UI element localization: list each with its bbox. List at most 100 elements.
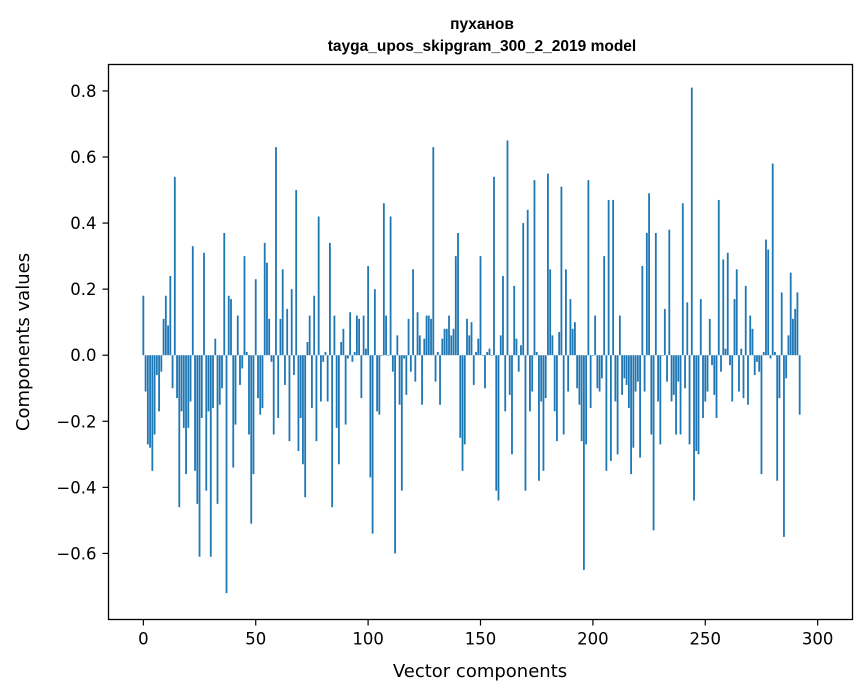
bar (144, 355, 147, 392)
bar (191, 246, 194, 356)
bar (353, 351, 356, 356)
bar (241, 355, 244, 369)
bar (605, 355, 608, 471)
bar (587, 180, 590, 356)
bar (668, 229, 671, 356)
bar (693, 355, 695, 501)
bar (358, 318, 361, 356)
bar (403, 355, 405, 359)
bar (650, 355, 653, 435)
bar (762, 351, 765, 356)
bar (389, 216, 392, 356)
bar (153, 355, 156, 435)
bar (636, 355, 639, 382)
x-tick-label: 100 (352, 630, 384, 649)
bar (151, 355, 154, 471)
bar (715, 355, 718, 418)
bar (798, 355, 801, 415)
bar (654, 232, 657, 356)
bar (342, 328, 345, 356)
bar (609, 355, 612, 461)
bar (425, 315, 428, 356)
bar (369, 355, 372, 478)
bar (180, 355, 183, 412)
bar (690, 87, 693, 356)
bar (672, 355, 675, 395)
y-tick-label: 0.4 (70, 214, 96, 233)
bar (223, 232, 226, 356)
bar (789, 272, 792, 356)
bar (643, 355, 646, 392)
bar (666, 355, 668, 382)
bar (547, 173, 549, 356)
bar (600, 355, 603, 379)
bar (520, 345, 522, 356)
bar (329, 242, 331, 356)
bar (648, 193, 650, 356)
bar (738, 355, 740, 392)
bar (747, 355, 749, 405)
bar (616, 355, 619, 455)
bar (517, 355, 520, 372)
bar (675, 355, 677, 435)
bar (493, 176, 495, 356)
bar (787, 335, 790, 356)
bar (295, 190, 298, 356)
bar (268, 318, 271, 356)
bar (571, 328, 574, 356)
bar (400, 355, 403, 491)
bar (248, 355, 250, 435)
bar (549, 269, 552, 356)
bar (481, 355, 484, 356)
bar (284, 355, 286, 385)
bar (771, 163, 774, 356)
bar (178, 355, 181, 508)
bar (311, 355, 313, 409)
bar (149, 355, 151, 448)
bar (641, 266, 644, 356)
bar (488, 348, 491, 356)
bar (272, 355, 275, 435)
x-tick-label: 0 (138, 630, 149, 649)
bar (556, 355, 558, 442)
bar (679, 355, 682, 435)
bar (385, 315, 387, 356)
bar (506, 140, 509, 356)
bar (434, 355, 437, 382)
bar (479, 256, 482, 356)
bar (261, 355, 264, 409)
bar (567, 355, 570, 392)
bar (466, 318, 468, 356)
bar (412, 269, 414, 356)
bar (758, 355, 761, 372)
bar (351, 355, 354, 362)
bar (209, 355, 212, 557)
bar (333, 315, 336, 356)
bar (652, 355, 655, 531)
bar (448, 315, 450, 356)
bar (302, 355, 304, 465)
bar (551, 335, 554, 356)
bar (526, 209, 529, 356)
bar (281, 269, 284, 356)
bar (167, 325, 169, 356)
bar (562, 355, 565, 435)
bar (371, 355, 374, 534)
bar (583, 355, 585, 570)
bar (259, 355, 262, 415)
bar (612, 199, 615, 356)
bar (785, 355, 788, 379)
bar (639, 355, 641, 458)
bar (778, 355, 781, 399)
bar (765, 239, 767, 356)
bar (614, 355, 617, 402)
bar (558, 332, 561, 356)
bar (560, 186, 563, 356)
bar (439, 355, 441, 405)
y-tick-label: 0.0 (70, 346, 96, 365)
bar (751, 328, 754, 356)
bar (169, 275, 172, 356)
y-axis-ticks: −0.6 −0.4 −0.2 0.0 0.2 0.4 0.6 0.8 (56, 82, 109, 563)
x-tick-label: 150 (465, 630, 497, 649)
